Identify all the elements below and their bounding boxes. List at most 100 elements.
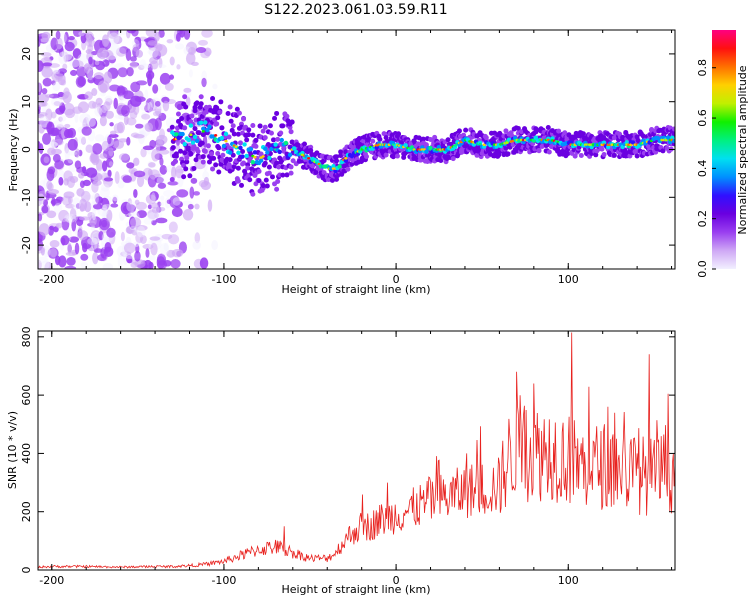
- spectrogram-noise-cell: [167, 181, 179, 186]
- spectrogram-noise-cell: [58, 68, 68, 74]
- spectrogram-noise-cell: [163, 259, 172, 267]
- spectrogram-ridge-envelope: [284, 172, 290, 178]
- spectrogram-noise-cell: [169, 74, 175, 80]
- spectrogram-ridge-core: [201, 130, 205, 133]
- spectrogram-ridge-envelope: [267, 123, 273, 129]
- spectrogram-noise-cell: [58, 255, 67, 268]
- spectrogram-ridge-envelope: [290, 158, 296, 164]
- spectrogram-ridge-envelope: [396, 131, 402, 137]
- colorbar-tick-label: 0.8: [696, 59, 709, 77]
- spectrogram-ridge-mid: [263, 146, 268, 152]
- spectrogram-noise-cell: [189, 186, 195, 199]
- spectrogram-noise-cell: [211, 240, 219, 251]
- spectrogram-ridge-envelope: [170, 145, 176, 151]
- spectrogram-ridge-envelope: [445, 137, 451, 143]
- spectrogram-noise-cell: [38, 143, 44, 155]
- spectrogram-ridge-mid: [219, 135, 225, 141]
- spectrogram-noise-cell: [101, 34, 110, 47]
- spectrogram-ridge-envelope: [383, 152, 389, 158]
- y-tick-label: 0: [20, 567, 33, 574]
- spectrogram-ridge-mid: [265, 150, 270, 155]
- spectrogram-noise-cell: [98, 231, 104, 241]
- spectrogram-noise-cell: [113, 35, 123, 45]
- spectrogram-noise-cell: [91, 88, 98, 97]
- spectrogram-noise-cell: [46, 121, 55, 135]
- spectrogram-ridge-envelope: [302, 141, 308, 147]
- spectrogram-noise-cell: [136, 210, 147, 219]
- spectrogram-ridge-envelope: [274, 160, 280, 166]
- spectrogram-noise-cell: [120, 201, 132, 215]
- spectrogram-ridge-envelope: [219, 125, 225, 131]
- spectrogram-noise-cell: [158, 57, 163, 69]
- spectrogram-ridge-envelope: [244, 137, 250, 143]
- spectrogram-ridge-core: [478, 142, 482, 146]
- spectrogram-ridge-envelope: [264, 183, 270, 189]
- spectrogram-ridge-envelope: [198, 94, 204, 100]
- spectrogram-ridge-envelope: [183, 104, 189, 110]
- spectrogram-ridge-core: [307, 156, 311, 160]
- spectrogram-noise-cell: [89, 153, 99, 164]
- spectrogram-noise-cell: [158, 207, 166, 212]
- spectrogram-ridge-mid: [273, 142, 278, 147]
- spectrogram-noise-cell: [87, 44, 94, 53]
- spectrogram-noise-cell: [135, 49, 143, 58]
- spectrogram-ridge-envelope: [308, 147, 314, 153]
- spectrogram-noise-cell: [149, 236, 161, 241]
- spectrogram-noise-cell: [109, 84, 121, 92]
- spectrogram-noise-cell: [38, 152, 42, 159]
- spectrogram-noise-cell: [79, 180, 85, 188]
- spectrogram-ridge-mid: [665, 135, 671, 140]
- spectrogram-ridge-core: [261, 155, 265, 158]
- spectrogram-ridge-envelope: [200, 154, 206, 160]
- spectrogram-ridge-envelope: [533, 126, 539, 132]
- spectrogram-ridge-mid: [205, 127, 210, 133]
- spectrogram-noise-cell: [109, 122, 114, 127]
- spectrogram-noise-cell: [47, 166, 56, 175]
- spectrogram-noise-cell: [85, 33, 91, 40]
- spectrogram-noise-cell: [85, 167, 98, 178]
- spectrogram-ridge-envelope: [245, 165, 251, 171]
- spectrogram-noise-cell: [143, 217, 153, 225]
- spectrogram-ridge-envelope: [483, 135, 489, 141]
- spectrogram-noise-cell: [151, 192, 156, 203]
- spectrogram-noise-cell: [97, 207, 109, 217]
- spectrogram-noise-cell: [87, 237, 99, 246]
- spectrogram-noise-cell: [63, 51, 69, 63]
- spectrogram-noise-cell: [39, 116, 50, 128]
- spectrogram-noise-cell: [55, 30, 61, 40]
- spectrogram-ridge-mid: [279, 137, 284, 143]
- spectrogram-ridge-envelope: [241, 116, 247, 122]
- spectrogram-noise-cell: [104, 95, 113, 102]
- spectrogram-noise-cell: [80, 190, 91, 203]
- spectrogram-ridge-envelope: [231, 164, 237, 170]
- spectrogram-noise-cell: [58, 47, 65, 57]
- spectrogram-noise-cell: [71, 218, 77, 232]
- spectrogram-ridge-mid: [624, 140, 629, 145]
- spectrogram-ridge-mid: [630, 140, 636, 145]
- spectrogram-ridge-mid: [672, 138, 675, 144]
- spectrogram-noise-cell: [159, 157, 164, 166]
- spectrogram-ridge-envelope: [580, 131, 586, 137]
- spectrogram-noise-cell: [38, 190, 47, 199]
- spectrogram-noise-cell: [148, 162, 156, 168]
- spectrogram-noise-cell: [80, 136, 87, 145]
- spectrogram-ridge-envelope: [660, 148, 666, 154]
- spectrogram-noise-cell: [154, 100, 161, 107]
- spectrogram-noise-cell: [40, 247, 45, 256]
- x-tick-label: -100: [211, 273, 236, 286]
- spectrogram-noise-cell: [155, 144, 161, 152]
- spectrogram-noise-cell: [80, 261, 89, 269]
- spectrogram-noise-cell: [172, 197, 181, 206]
- spectrogram-ridge-envelope: [214, 121, 220, 127]
- spectrogram-noise-cell: [162, 100, 170, 112]
- spectrogram-noise-cell: [126, 200, 136, 212]
- spectrogram-ridge-envelope: [572, 153, 578, 159]
- spectrogram-ridge-mid: [188, 123, 194, 128]
- spectrogram-noise-cell: [107, 135, 112, 145]
- spectrogram-ridge-envelope: [169, 124, 175, 130]
- spectrogram-ridge-mid: [238, 145, 243, 151]
- spectrogram-noise-cell: [169, 195, 180, 209]
- spectrogram-noise-cell: [80, 32, 87, 44]
- spectrogram-noise-cell: [135, 123, 144, 129]
- spectrogram-ridge-core: [214, 134, 218, 137]
